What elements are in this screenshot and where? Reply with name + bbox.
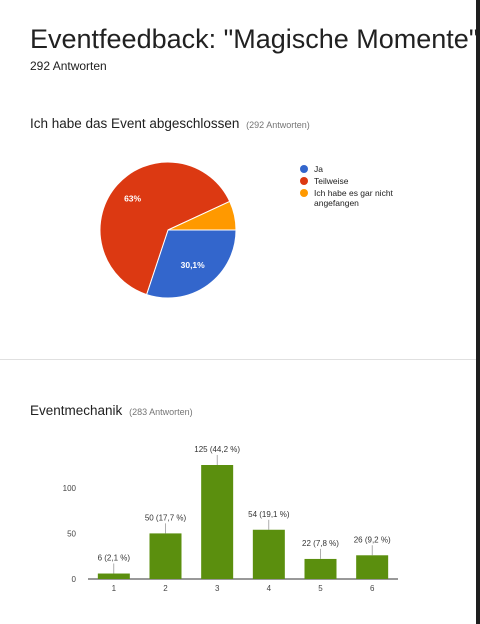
bar-section-title: Eventmechanik (283 Antworten) [30, 403, 193, 418]
legend-item-nicht-angefangen: Ich habe es gar nicht angefangen [300, 188, 430, 208]
pie-slice-label: 63% [124, 194, 141, 204]
pie-chart: 30,1% 63% [99, 161, 237, 299]
legend-label: Ich habe es gar nicht angefangen [314, 188, 393, 208]
data-label: 22 (7,8 %) [302, 539, 339, 548]
section-divider [0, 359, 476, 360]
legend-label: Ja [314, 164, 323, 174]
bar [149, 533, 182, 579]
data-label: 54 (19,1 %) [248, 510, 290, 519]
pie-section-title: Ich habe das Event abgeschlossen (292 An… [30, 116, 310, 131]
pie-legend: Ja Teilweise Ich habe es gar nicht angef… [300, 164, 430, 210]
legend-swatch [300, 165, 308, 173]
legend-label: Teilweise [314, 176, 349, 186]
legend-item-teilweise: Teilweise [300, 176, 430, 186]
bar [356, 555, 389, 579]
data-label: 50 (17,7 %) [145, 513, 187, 522]
legend-item-ja: Ja [300, 164, 430, 174]
y-tick-label: 0 [72, 575, 77, 584]
legend-swatch [300, 189, 308, 197]
pie-slice-teilweise [99, 161, 231, 296]
page-title: Eventfeedback: "Magische Momente" [30, 24, 479, 54]
pie-slice-nicht-angefangen [167, 200, 237, 231]
pie-slice-label: 30,1% [181, 260, 206, 270]
bar-question: Eventmechanik [30, 403, 123, 418]
window-edge [476, 0, 480, 624]
data-label: 6 (2,1 %) [98, 554, 131, 563]
bar [97, 573, 130, 579]
x-tick-label: 3 [215, 584, 220, 593]
bar [252, 529, 285, 579]
bar [304, 558, 337, 579]
x-tick-label: 5 [318, 584, 323, 593]
x-tick-label: 2 [163, 584, 168, 593]
bar [201, 465, 234, 579]
x-tick-label: 4 [267, 584, 272, 593]
x-tick-label: 6 [370, 584, 375, 593]
pie-question: Ich habe das Event abgeschlossen [30, 116, 240, 131]
pie-response-count: (292 Antworten) [246, 120, 310, 130]
y-tick-label: 50 [67, 529, 76, 538]
response-count: 292 Antworten [30, 59, 107, 73]
x-tick-label: 1 [112, 584, 117, 593]
data-label: 26 (9,2 %) [354, 535, 391, 544]
legend-swatch [300, 177, 308, 185]
pie-slice-ja [145, 229, 237, 299]
y-tick-label: 100 [63, 484, 77, 493]
bar-chart: 0 50 100 6 (2,1 %) 1 50 (17,7 %) 2 125 (44,2 %)… [63, 445, 398, 593]
data-label: 125 (44,2 %) [194, 445, 240, 454]
bar-response-count: (283 Antworten) [129, 407, 193, 417]
